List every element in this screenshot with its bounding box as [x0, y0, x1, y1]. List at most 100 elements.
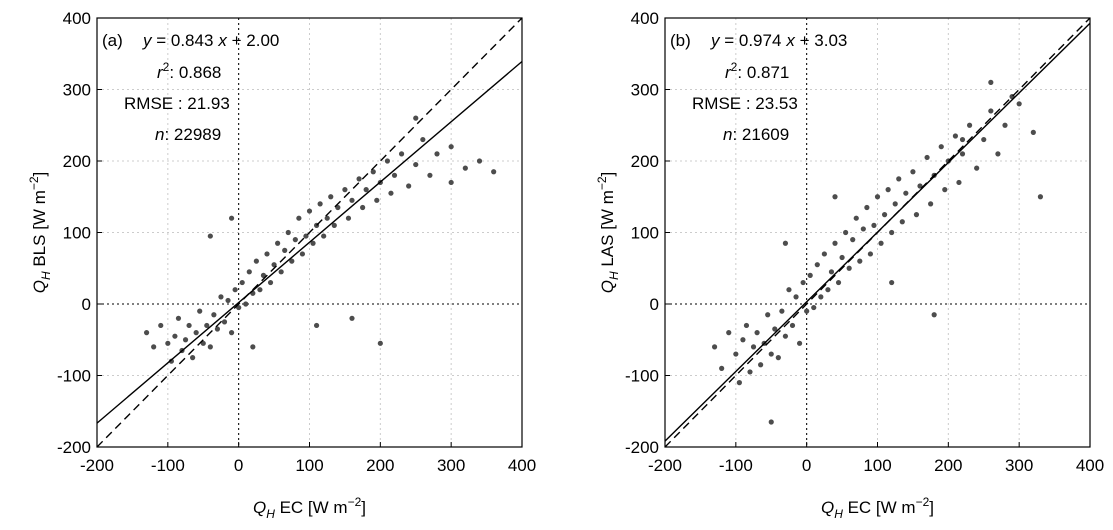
point — [151, 344, 157, 350]
point — [243, 301, 249, 307]
y-tick-label: 100 — [631, 224, 659, 243]
point — [846, 265, 852, 271]
point — [931, 312, 937, 318]
r-squared: r2: 0.868 — [157, 60, 221, 82]
label-symbol: Q — [598, 280, 617, 293]
y-tick-label: 200 — [63, 152, 91, 171]
point — [289, 258, 295, 264]
point — [747, 369, 753, 375]
label-superscript: −2 — [916, 495, 930, 509]
rmse-label: RMSE : — [124, 94, 187, 113]
n-symbol: n — [155, 125, 164, 144]
eq-x: x — [785, 31, 795, 50]
point — [207, 233, 213, 239]
point — [892, 201, 898, 207]
point — [765, 312, 771, 318]
point — [779, 308, 785, 314]
point — [832, 194, 838, 200]
y-tick-label: 400 — [63, 9, 91, 28]
point — [267, 279, 274, 286]
point — [306, 208, 313, 214]
point — [928, 201, 934, 207]
point — [804, 308, 810, 314]
eq-intercept: 3.03 — [814, 31, 847, 50]
plot-frame — [664, 17, 1091, 448]
label-text: EC [W m — [843, 498, 916, 517]
point — [356, 176, 362, 182]
x-tick-label: 100 — [295, 456, 323, 475]
y-tick-label: 100 — [63, 224, 91, 243]
point — [889, 229, 895, 236]
point — [211, 312, 217, 318]
point — [239, 279, 245, 286]
point — [1037, 194, 1044, 200]
point — [818, 294, 824, 300]
label-symbol: Q — [253, 498, 266, 517]
rmse-value: 23.53 — [755, 94, 798, 113]
y-tick-label: 300 — [63, 81, 91, 100]
point — [228, 330, 235, 336]
point — [740, 337, 746, 343]
n-value: 22989 — [174, 125, 221, 144]
point — [938, 144, 944, 150]
eq-slope: 0.974 — [739, 31, 782, 50]
r-sup: 2 — [163, 60, 170, 74]
sample-size: n: 22989 — [155, 125, 221, 144]
point — [476, 158, 483, 164]
point — [168, 358, 174, 364]
y-tick-label: 200 — [631, 152, 659, 171]
point — [197, 308, 203, 314]
point — [296, 215, 302, 221]
point — [313, 322, 320, 329]
point — [853, 215, 859, 221]
point — [246, 269, 252, 275]
rmse: RMSE : 23.53 — [692, 94, 798, 113]
point — [360, 204, 366, 211]
point — [448, 179, 454, 186]
point — [966, 122, 973, 128]
x-tick-label: 200 — [366, 456, 394, 475]
point — [165, 340, 171, 346]
point — [420, 136, 426, 143]
point — [331, 222, 337, 228]
one-to-one-line — [97, 18, 522, 447]
point — [889, 279, 895, 286]
point — [448, 144, 454, 150]
label-subscript: H — [39, 271, 53, 280]
r-colon: : — [169, 63, 178, 82]
point — [225, 297, 231, 304]
point — [221, 319, 228, 325]
n-value: 21609 — [742, 125, 789, 144]
point — [377, 340, 383, 346]
point — [772, 326, 778, 332]
point — [733, 351, 739, 357]
point — [814, 262, 820, 268]
point — [942, 187, 948, 193]
point — [317, 201, 323, 207]
point — [952, 133, 959, 139]
point — [860, 226, 866, 232]
point — [786, 287, 792, 293]
point — [250, 344, 256, 350]
r-squared: r2: 0.871 — [725, 60, 789, 82]
point — [1002, 122, 1008, 128]
r-symbol: r — [157, 63, 164, 82]
x-tick-label: 400 — [508, 456, 536, 475]
eq-plus: + — [227, 31, 246, 50]
point — [711, 344, 718, 350]
label-end: ] — [598, 172, 617, 177]
point — [264, 251, 270, 257]
x-tick-label: 0 — [234, 456, 243, 475]
eq-intercept: 2.00 — [246, 31, 279, 50]
point — [881, 212, 888, 218]
point — [158, 322, 164, 329]
point — [871, 222, 877, 228]
point — [186, 322, 192, 329]
label-text: BLS [W m — [30, 190, 49, 271]
point — [349, 197, 355, 203]
point — [413, 115, 419, 121]
fit-line — [665, 22, 1090, 442]
point — [782, 240, 789, 246]
point — [726, 330, 732, 336]
axis-label: QH EC [W m−2] — [821, 495, 934, 521]
